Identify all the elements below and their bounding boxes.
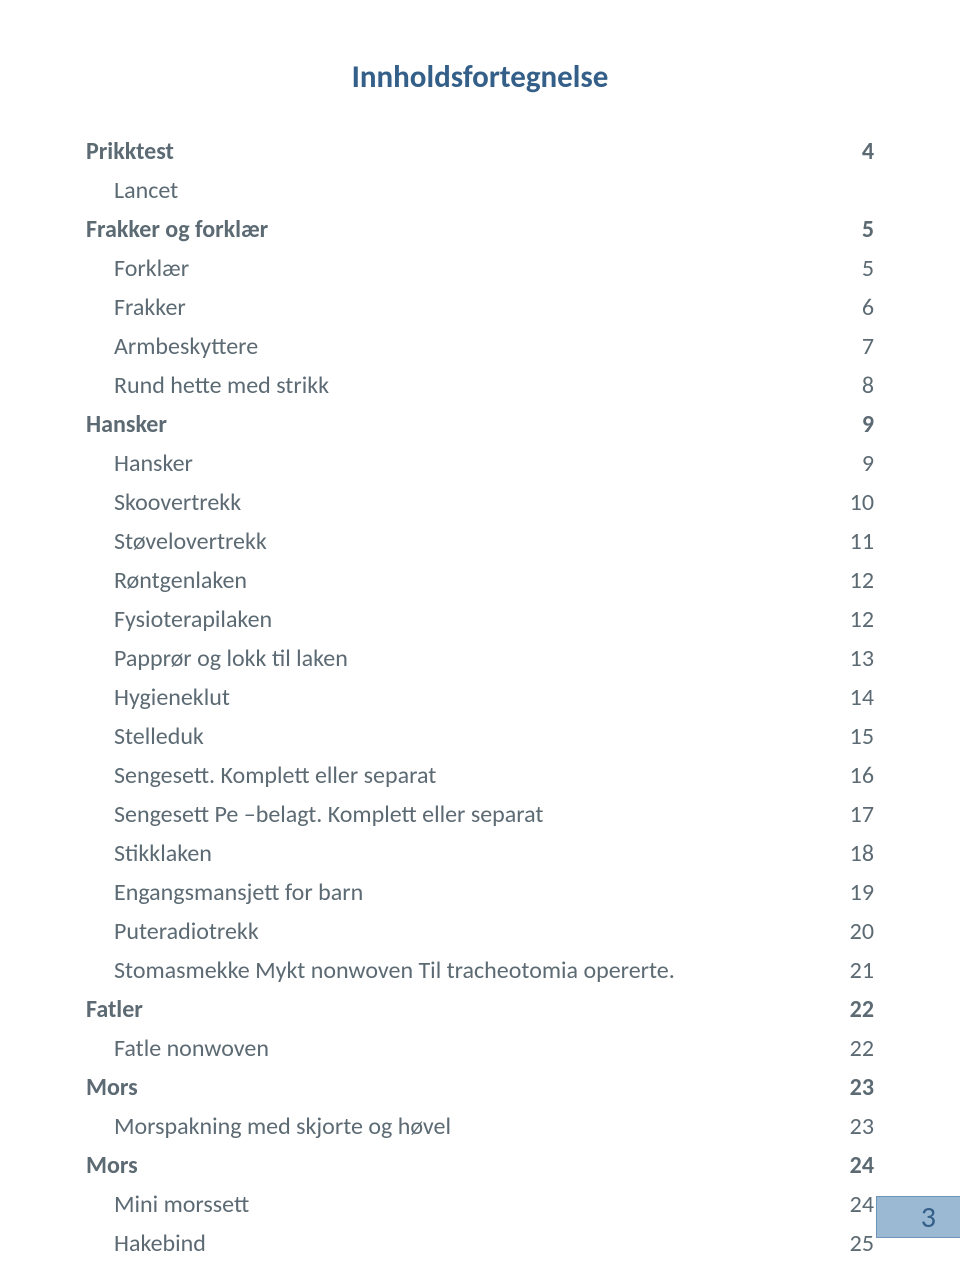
page-title: Innholdsfortegnelse <box>86 58 874 96</box>
toc-row: Prikktest 4 <box>86 132 874 171</box>
page-number: 3 <box>921 1199 936 1236</box>
toc-row: Mini morssett 24 <box>86 1185 874 1224</box>
toc-page: 23 <box>850 1107 874 1146</box>
toc-page: 17 <box>850 795 874 834</box>
toc-label: Armbeskyttere <box>86 327 258 366</box>
toc-label: Fatle nonwoven <box>86 1029 269 1068</box>
toc-page: 22 <box>850 990 874 1029</box>
toc-page: 5 <box>862 210 874 249</box>
toc-label: Mors <box>86 1146 138 1185</box>
toc-page: 5 <box>862 249 874 288</box>
toc-page: 10 <box>850 483 874 522</box>
toc-page: 18 <box>850 834 874 873</box>
toc-label: Papprør og lokk til laken <box>86 639 348 678</box>
toc-row: Fatler 22 <box>86 990 874 1029</box>
toc-label: Morspakning med skjorte og høvel <box>86 1107 451 1146</box>
toc-label: Rund hette med strikk <box>86 366 329 405</box>
toc-row: Mors 24 <box>86 1146 874 1185</box>
toc-page: 21 <box>850 951 874 990</box>
toc-label: Mini morssett <box>86 1185 249 1224</box>
toc-page: 25 <box>850 1224 874 1263</box>
toc-page: 8 <box>862 366 874 405</box>
toc-row: Mors 23 <box>86 1068 874 1107</box>
toc-row: Hygieneklut 14 <box>86 678 874 717</box>
toc-label: Hansker <box>86 444 193 483</box>
toc-page: 19 <box>850 873 874 912</box>
toc-label: Skoovertrekk <box>86 483 241 522</box>
toc-page: 7 <box>862 327 874 366</box>
toc-row: Frakker 6 <box>86 288 874 327</box>
toc-row: Hansker 9 <box>86 405 874 444</box>
toc-label: Frakker <box>86 288 186 327</box>
toc-row: Forklær 5 <box>86 249 874 288</box>
toc-page: 9 <box>862 405 874 444</box>
toc-page: 11 <box>850 522 874 561</box>
toc-row: Armbeskyttere 7 <box>86 327 874 366</box>
toc-label: Hansker <box>86 405 167 444</box>
toc-row: Stelleduk 15 <box>86 717 874 756</box>
toc-page: 12 <box>850 600 874 639</box>
toc-page: 15 <box>850 717 874 756</box>
toc-label: Frakker og forklær <box>86 210 268 249</box>
toc-page: 6 <box>862 288 874 327</box>
toc-row: Skoovertrekk 10 <box>86 483 874 522</box>
toc-label: Forklær <box>86 249 189 288</box>
toc-row: Morspakning med skjorte og høvel 23 <box>86 1107 874 1146</box>
toc-label: Hakebind <box>86 1224 206 1263</box>
toc-row: Røntgenlaken 12 <box>86 561 874 600</box>
toc-label: Stelleduk <box>86 717 204 756</box>
toc-label: Fysioterapilaken <box>86 600 272 639</box>
toc-label: Stikklaken <box>86 834 212 873</box>
page-number-tab: 3 <box>876 1196 960 1238</box>
toc-row: Hansker 9 <box>86 444 874 483</box>
toc-row: Fysioterapilaken 12 <box>86 600 874 639</box>
toc-row: Lancet <box>86 171 874 210</box>
toc-page: 14 <box>850 678 874 717</box>
toc-row: Puteradiotrekk 20 <box>86 912 874 951</box>
toc-page: 9 <box>862 444 874 483</box>
toc-page: 12 <box>850 561 874 600</box>
toc-page: 16 <box>850 756 874 795</box>
table-of-contents: Prikktest4LancetFrakker og forklær5Forkl… <box>86 132 874 1263</box>
toc-row: Sengesett Pe –belagt. Komplett eller sep… <box>86 795 874 834</box>
toc-row: Sengesett. Komplett eller separat 16 <box>86 756 874 795</box>
toc-label: Mors <box>86 1068 138 1107</box>
toc-label: Engangsmansjett for barn <box>86 873 363 912</box>
toc-row: Papprør og lokk til laken 13 <box>86 639 874 678</box>
toc-label: Lancet <box>86 171 178 210</box>
toc-page: 22 <box>850 1029 874 1068</box>
toc-label: Puteradiotrekk <box>86 912 259 951</box>
toc-page: 23 <box>850 1068 874 1107</box>
toc-page: 24 <box>850 1146 874 1185</box>
toc-row: Frakker og forklær 5 <box>86 210 874 249</box>
toc-page: 13 <box>850 639 874 678</box>
toc-row: Engangsmansjett for barn 19 <box>86 873 874 912</box>
toc-label: Røntgenlaken <box>86 561 247 600</box>
toc-row: Støvelovertrekk 11 <box>86 522 874 561</box>
toc-page: 20 <box>850 912 874 951</box>
toc-row: Fatle nonwoven 22 <box>86 1029 874 1068</box>
toc-page: 4 <box>862 132 874 171</box>
toc-row: Stomasmekke Mykt nonwoven Til tracheotom… <box>86 951 874 990</box>
toc-page: 24 <box>850 1185 874 1224</box>
toc-label: Støvelovertrekk <box>86 522 267 561</box>
toc-label: Hygieneklut <box>86 678 230 717</box>
toc-label: Prikktest <box>86 132 174 171</box>
toc-label: Sengesett Pe –belagt. Komplett eller sep… <box>86 795 543 834</box>
toc-label: Fatler <box>86 990 143 1029</box>
toc-label: Stomasmekke Mykt nonwoven Til tracheotom… <box>86 951 675 990</box>
toc-row: Stikklaken 18 <box>86 834 874 873</box>
toc-label: Sengesett. Komplett eller separat <box>86 756 436 795</box>
document-page: Innholdsfortegnelse Prikktest4LancetFrak… <box>0 0 960 1286</box>
toc-row: Hakebind 25 <box>86 1224 874 1263</box>
toc-row: Rund hette med strikk 8 <box>86 366 874 405</box>
